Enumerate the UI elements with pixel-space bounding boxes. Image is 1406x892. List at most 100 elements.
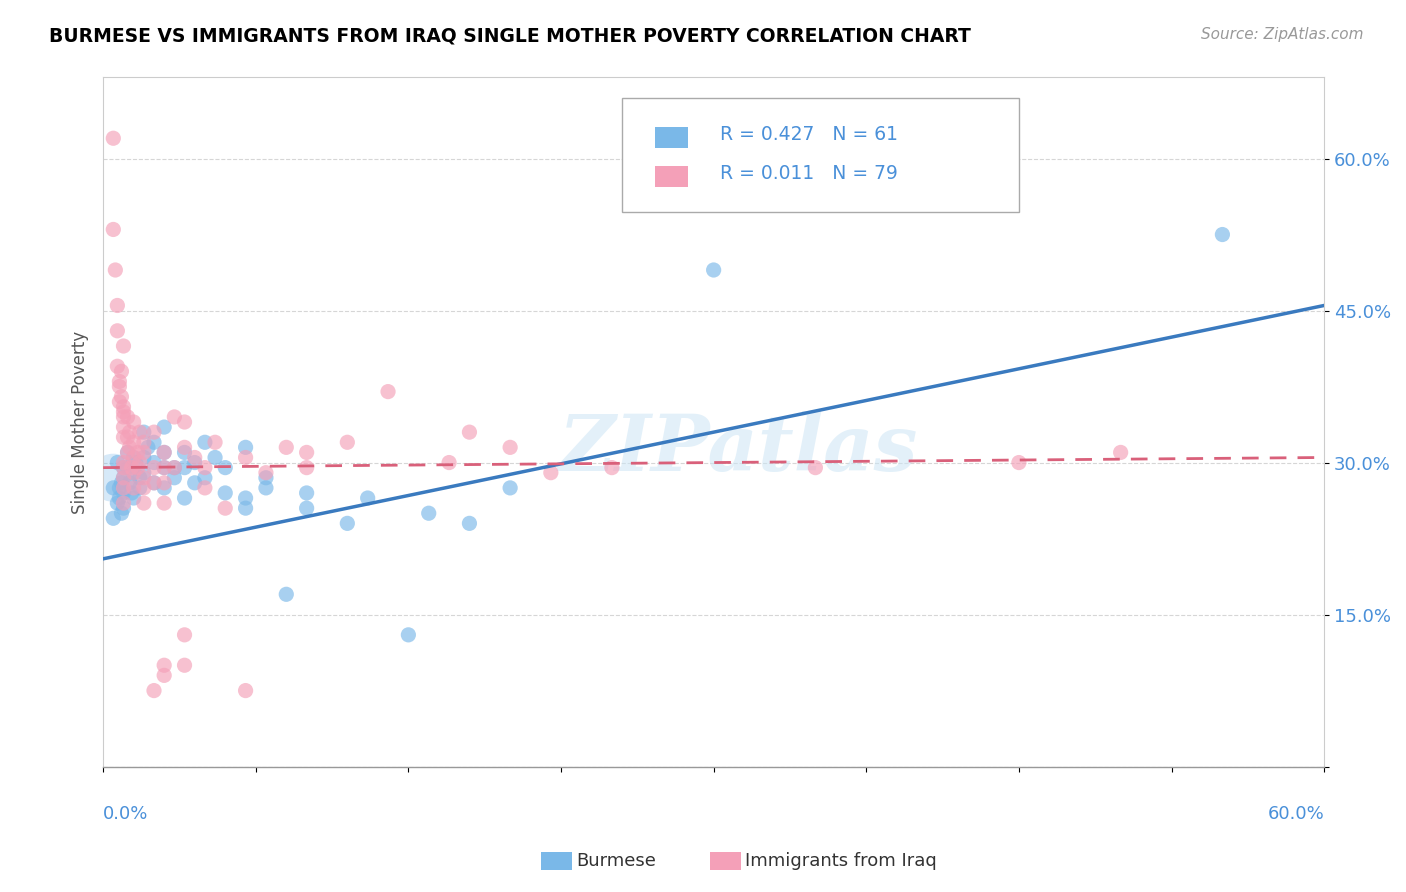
Text: Immigrants from Iraq: Immigrants from Iraq (745, 852, 936, 870)
Point (143, 475, 166, 490)
Point (112, 501, 135, 516)
Point (214, 460, 236, 475)
Y-axis label: Single Mother Poverty: Single Mother Poverty (72, 330, 89, 514)
Point (540, 466, 562, 480)
Bar (655, 127, 688, 148)
Point (153, 475, 176, 490)
Point (105, 456, 128, 470)
Point (153, 658, 176, 673)
Point (117, 460, 139, 475)
Point (108, 491, 131, 505)
Point (1211, 227, 1233, 242)
Point (235, 441, 257, 455)
Point (336, 516, 359, 531)
Point (153, 420, 176, 434)
Point (112, 496, 135, 510)
Point (118, 475, 141, 490)
Point (125, 456, 148, 470)
Point (108, 379, 131, 393)
Point (108, 394, 131, 409)
Point (122, 450, 145, 465)
Point (118, 441, 141, 455)
Point (295, 501, 318, 516)
Point (173, 415, 195, 429)
Point (132, 471, 155, 485)
Point (377, 384, 399, 399)
Point (122, 435, 145, 450)
Point (153, 460, 176, 475)
Point (112, 460, 135, 475)
Point (110, 390, 132, 404)
Point (104, 263, 127, 277)
Point (122, 481, 145, 495)
Point (122, 491, 145, 505)
Point (132, 466, 155, 480)
Point (108, 481, 131, 495)
Point (194, 435, 217, 450)
Point (103, 222, 125, 236)
Point (276, 587, 298, 601)
Text: Burmese: Burmese (576, 852, 657, 870)
Point (128, 471, 150, 485)
Point (122, 466, 145, 480)
Point (112, 456, 135, 470)
Point (110, 506, 132, 520)
Point (458, 425, 481, 439)
Point (112, 471, 135, 485)
Point (128, 481, 150, 495)
Point (276, 441, 298, 455)
Point (112, 420, 135, 434)
Point (173, 491, 195, 505)
Point (214, 501, 236, 516)
Point (357, 491, 380, 505)
Point (295, 486, 318, 500)
Point (418, 506, 440, 520)
Point (132, 481, 155, 495)
Point (105, 298, 128, 312)
Point (112, 339, 135, 353)
Point (136, 441, 159, 455)
Point (235, 450, 257, 465)
Point (132, 435, 155, 450)
Point (143, 435, 166, 450)
Point (458, 516, 481, 531)
Point (128, 456, 150, 470)
Point (1008, 456, 1031, 470)
Point (173, 445, 195, 459)
Point (127, 445, 149, 459)
Point (703, 263, 725, 277)
Point (173, 441, 195, 455)
Point (143, 683, 166, 698)
Point (153, 481, 176, 495)
Text: R = 0.011   N = 79: R = 0.011 N = 79 (720, 164, 897, 184)
Point (235, 683, 257, 698)
Text: Source: ZipAtlas.com: Source: ZipAtlas.com (1201, 27, 1364, 42)
Point (103, 471, 125, 485)
Text: 60.0%: 60.0% (1267, 805, 1324, 823)
Point (254, 466, 277, 480)
Point (153, 445, 176, 459)
Point (163, 409, 186, 424)
Point (108, 375, 131, 389)
Point (122, 415, 145, 429)
Point (128, 425, 150, 439)
Point (183, 450, 205, 465)
Point (118, 425, 141, 439)
Point (173, 628, 195, 642)
Point (499, 481, 522, 495)
Point (183, 475, 205, 490)
Point (143, 460, 166, 475)
Point (153, 460, 176, 475)
Point (153, 496, 176, 510)
Text: ZIPatlas: ZIPatlas (558, 411, 918, 488)
Point (121, 460, 143, 475)
Text: R = 0.427   N = 61: R = 0.427 N = 61 (720, 125, 898, 145)
Point (143, 456, 166, 470)
Point (117, 445, 139, 459)
Point (143, 475, 166, 490)
Point (112, 481, 135, 495)
Point (103, 131, 125, 145)
Point (204, 435, 226, 450)
Point (117, 430, 139, 444)
Point (295, 460, 318, 475)
